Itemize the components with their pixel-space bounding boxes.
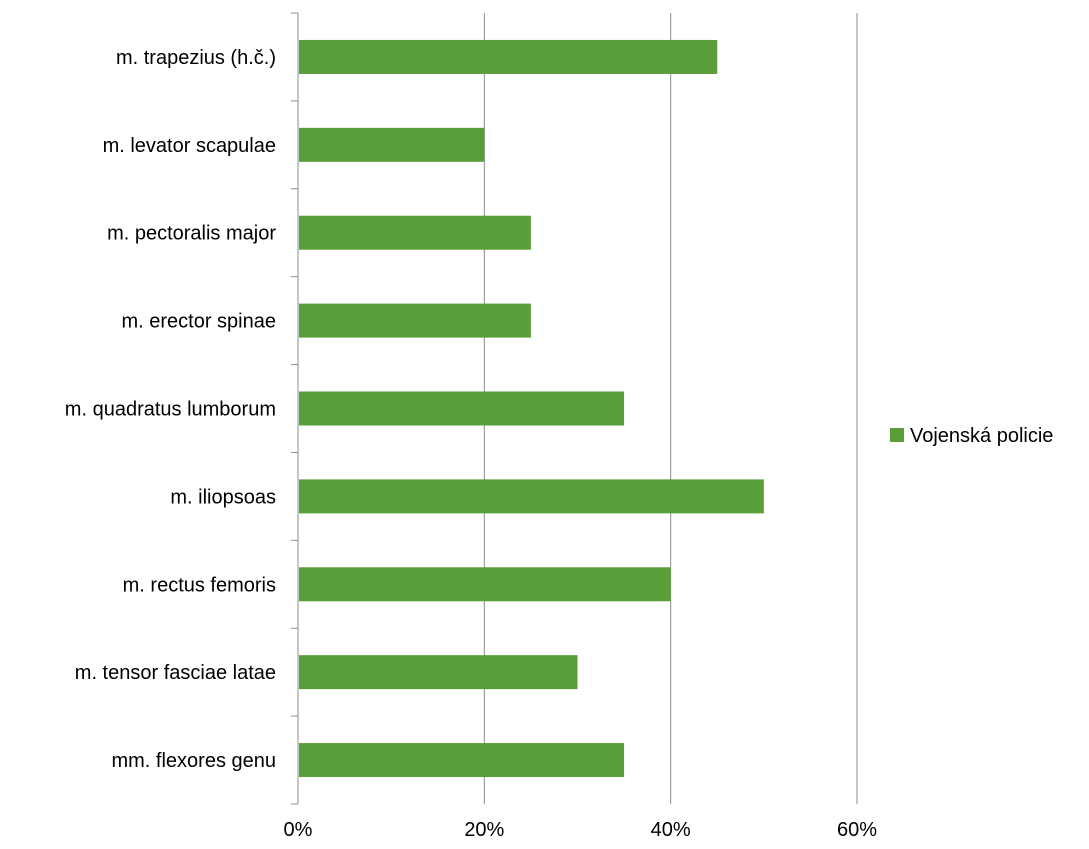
bar <box>299 127 485 162</box>
axes <box>291 12 299 805</box>
legend-label: Vojenská policie <box>910 425 1053 447</box>
x-tick-label: 20% <box>464 819 504 841</box>
category-label: m. rectus femoris <box>123 574 276 596</box>
category-label: m. trapezius (h.č.) <box>116 47 276 69</box>
bar <box>299 479 764 514</box>
x-tick-labels: 0% 20% 40% 60% <box>284 819 878 841</box>
bar <box>299 743 625 778</box>
x-tick-label: 40% <box>651 819 691 841</box>
bar <box>299 215 531 250</box>
legend-swatch <box>890 428 904 442</box>
bar <box>299 39 718 74</box>
bar <box>299 303 531 338</box>
bars <box>299 39 764 778</box>
bar <box>299 655 578 690</box>
x-tick-label: 0% <box>284 819 313 841</box>
category-label: m. iliopsoas <box>170 486 276 508</box>
category-label: m. erector spinae <box>121 311 276 333</box>
category-label: mm. flexores genu <box>111 750 276 772</box>
category-label: m. tensor fasciae latae <box>75 662 276 684</box>
legend: Vojenská policie <box>890 425 1053 447</box>
bar <box>299 567 671 602</box>
category-label: m. levator scapulae <box>103 135 276 157</box>
x-tick-label: 60% <box>837 819 877 841</box>
category-label: m. pectoralis major <box>107 223 276 245</box>
category-labels: m. trapezius (h.č.) m. levator scapulae m.… <box>65 47 277 772</box>
category-label: m. quadratus lumborum <box>65 399 276 421</box>
bar <box>299 391 625 426</box>
